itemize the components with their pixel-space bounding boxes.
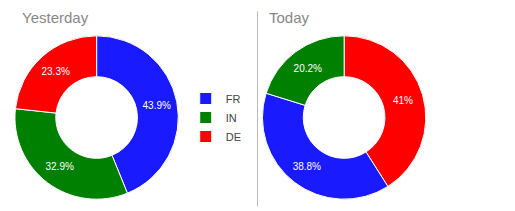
svg-text:20.2%: 20.2% <box>294 63 322 74</box>
svg-text:IN: IN <box>226 112 237 124</box>
svg-text:38.8%: 38.8% <box>293 161 321 172</box>
svg-text:DE: DE <box>226 131 241 143</box>
svg-text:32.9%: 32.9% <box>45 161 73 172</box>
svg-text:43.9%: 43.9% <box>143 100 171 111</box>
svg-text:23.3%: 23.3% <box>41 66 69 77</box>
svg-text:Today: Today <box>269 9 310 26</box>
svg-text:FR: FR <box>226 93 241 105</box>
svg-text:41%: 41% <box>393 95 413 106</box>
svg-text:Yesterday: Yesterday <box>22 9 89 26</box>
